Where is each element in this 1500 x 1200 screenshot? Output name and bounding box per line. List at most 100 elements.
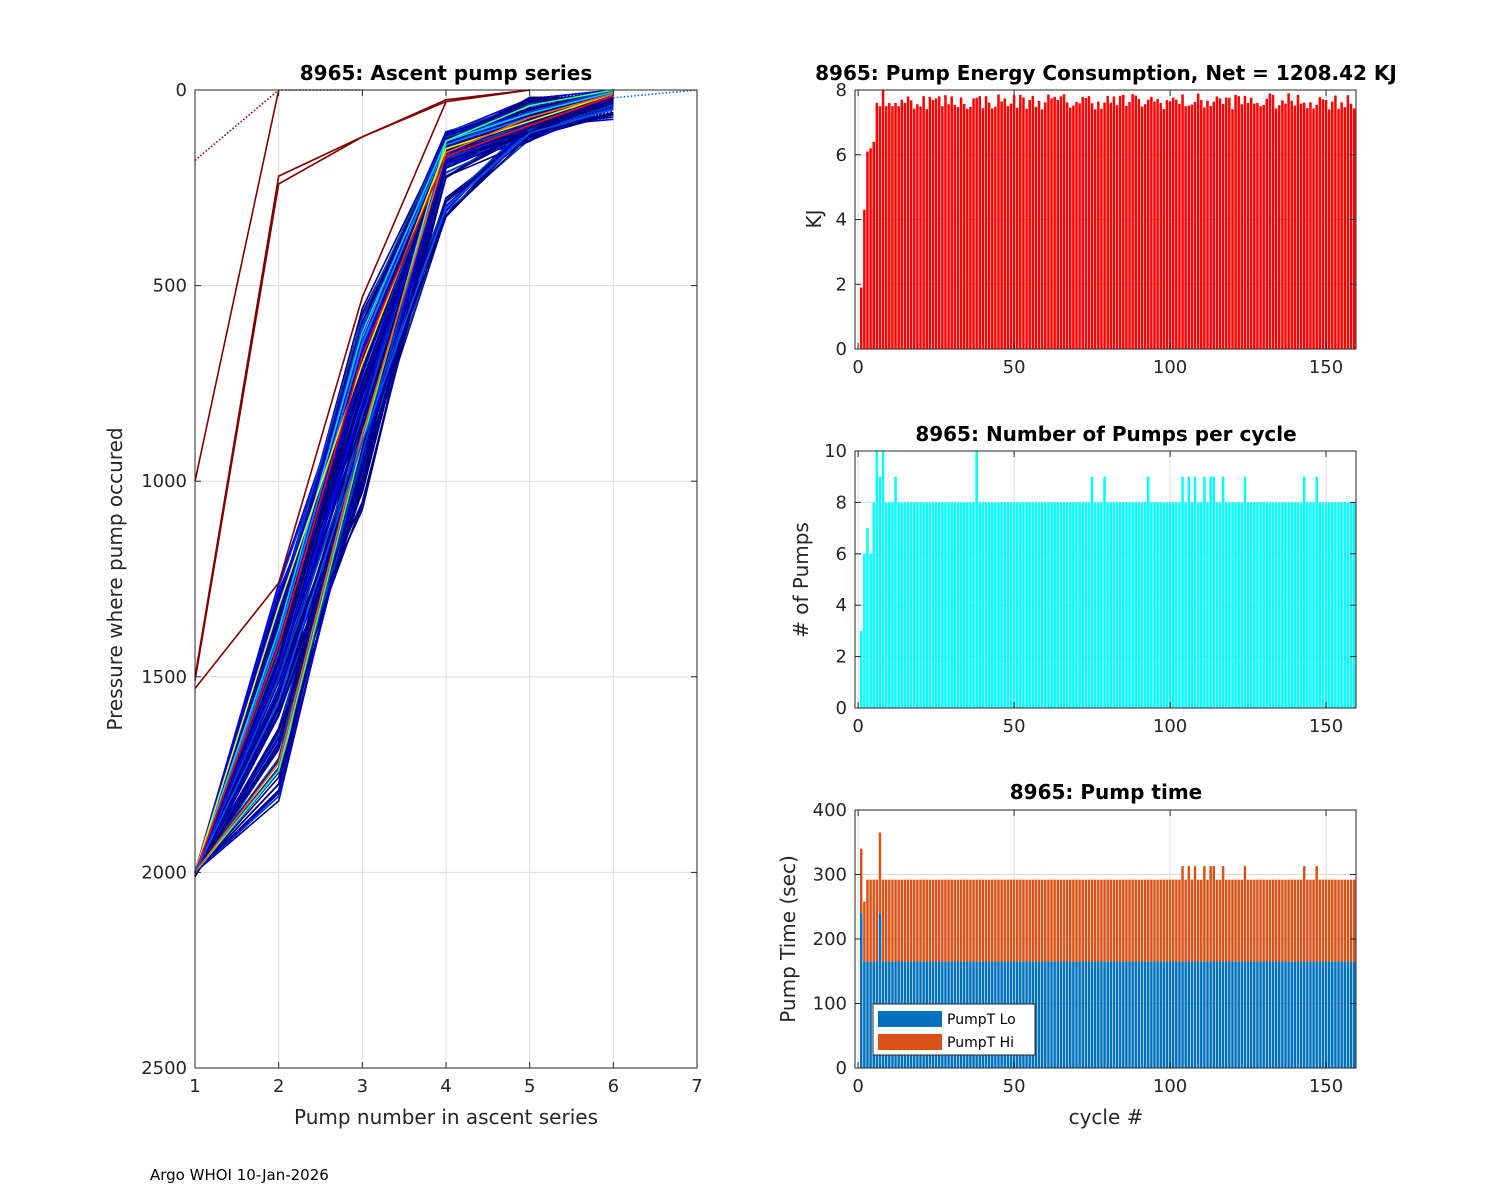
pumpt-hi-bar [1056, 879, 1060, 962]
pumps-bar [1302, 476, 1306, 708]
pumpt-lo-bar [1118, 961, 1122, 1068]
pumpt-hi-bar [1324, 879, 1328, 962]
energy-bar [878, 106, 882, 349]
legend-swatch-pumpt-hi [878, 1034, 942, 1050]
energy-bar [966, 108, 969, 349]
energy-bar [1171, 97, 1175, 350]
ascent-series-line [529, 100, 614, 129]
pumpt-lo-bar [1181, 961, 1184, 1068]
pumps-bar [1059, 502, 1063, 708]
pumpt-lo-bar [1143, 961, 1147, 1068]
pumps-bar [1331, 502, 1334, 708]
pumps-ytick-label: 0 [836, 698, 847, 719]
pumpt-hi-bar [1287, 879, 1290, 962]
energy-bar [1327, 109, 1331, 349]
pumps-bar [1137, 502, 1141, 708]
pumps-bar [1343, 502, 1347, 708]
pumpt-hi-bar [1031, 879, 1035, 962]
pumpt-hi-bar [919, 879, 922, 962]
pumpt-hi-bar [1246, 879, 1250, 962]
pumptime-xtick-label: 150 [1309, 1076, 1343, 1097]
pumpt-hi-bar [1128, 879, 1131, 962]
pumpt-hi-bar [1218, 879, 1222, 962]
ascent-series-line [194, 101, 447, 689]
pumps-bar [1150, 502, 1153, 708]
pumpt-hi-bar [975, 879, 978, 962]
pumptime-ylabel: Pump Time (sec) [776, 855, 800, 1023]
energy-bar [866, 151, 869, 349]
pumpt-hi-bar [900, 879, 904, 962]
energy-bar [1069, 107, 1072, 349]
energy-ytick-label: 8 [836, 80, 847, 101]
pumps-bar [1156, 502, 1159, 708]
pumps-bar [1318, 502, 1322, 708]
pumps-bar [1065, 502, 1069, 708]
ascent-series-line [529, 109, 614, 136]
pumps-bar [1215, 502, 1219, 708]
pumpt-hi-bar [1122, 879, 1125, 962]
pumpt-hi-bar [1028, 879, 1031, 962]
pumpt-lo-bar [1243, 961, 1247, 1068]
energy-bar [1290, 100, 1293, 349]
pumpt-lo-bar [1134, 961, 1138, 1068]
footer-credit: Argo WHOI 10-Jan-2026 [150, 1166, 329, 1184]
pumpt-lo-bar [1044, 961, 1047, 1068]
pumpt-hi-bar [1053, 879, 1056, 962]
pumps-bar [859, 630, 863, 708]
pumpt-lo-bar [1324, 961, 1328, 1068]
energy-bar [981, 108, 985, 349]
pumps-bar [1140, 502, 1144, 708]
energy-bar [1062, 94, 1066, 350]
energy-bar [1143, 104, 1147, 350]
energy-bar [1109, 102, 1113, 349]
pumps-bar [950, 502, 953, 708]
pumpt-lo-bar [1146, 961, 1150, 1068]
energy-bar [1346, 95, 1350, 350]
pumps-bar [1327, 502, 1331, 708]
pumps-bar [947, 502, 950, 708]
pumps-bar [1234, 502, 1237, 708]
pumpt-lo-bar [1209, 961, 1212, 1068]
energy-bar [1237, 96, 1240, 350]
pumpt-lo-bar [1349, 961, 1353, 1068]
pumps-per-cycle-chart: 0 50 100 150 0 2 4 6 8 10 [824, 441, 1357, 737]
energy-bar [925, 109, 928, 349]
pumpt-hi-bar [1006, 879, 1010, 962]
pumpt-hi-bar [1268, 879, 1272, 962]
pumps-bar [1334, 502, 1337, 708]
pumptime-ytick-label: 300 [813, 865, 847, 886]
pumpt-hi-bar [881, 879, 885, 962]
pumps-bar [1015, 502, 1019, 708]
pumpt-hi-bar [969, 879, 972, 962]
pumpt-hi-bar [1181, 866, 1184, 962]
pumps-bar [1293, 502, 1297, 708]
pumps-ytick-label: 10 [824, 441, 847, 462]
pumpt-hi-bar [984, 879, 988, 962]
energy-xtick-label: 50 [1003, 357, 1026, 378]
energy-bar [1318, 97, 1322, 349]
pumpt-lo-bar [1178, 961, 1181, 1068]
pumpt-hi-bar [1118, 879, 1122, 962]
legend-swatch-pumpt-lo [878, 1011, 942, 1027]
pumps-bar [884, 502, 888, 708]
pumpt-hi-bar [1206, 879, 1209, 962]
pumps-bar [981, 502, 985, 708]
pumps-ytick-label: 8 [836, 492, 847, 513]
ascent-xtick-label: 4 [440, 1076, 451, 1097]
energy-bar [1212, 101, 1215, 349]
pumps-bar [1100, 502, 1103, 708]
pumpt-hi-bar [1162, 879, 1166, 962]
energy-bar [1196, 93, 1200, 349]
pumpt-lo-bar [1053, 961, 1056, 1068]
pumps-bar [1025, 502, 1028, 708]
pumps-bar [1181, 476, 1184, 708]
energy-bar [1231, 109, 1234, 349]
energy-bar [872, 141, 875, 349]
pumptime-ytick-label: 0 [836, 1058, 847, 1079]
pumps-bar [1200, 502, 1203, 708]
pumps-bar [1087, 502, 1091, 708]
energy-bar [1019, 94, 1022, 349]
pumpt-hi-bar [1059, 879, 1063, 962]
energy-bar [1003, 98, 1006, 349]
